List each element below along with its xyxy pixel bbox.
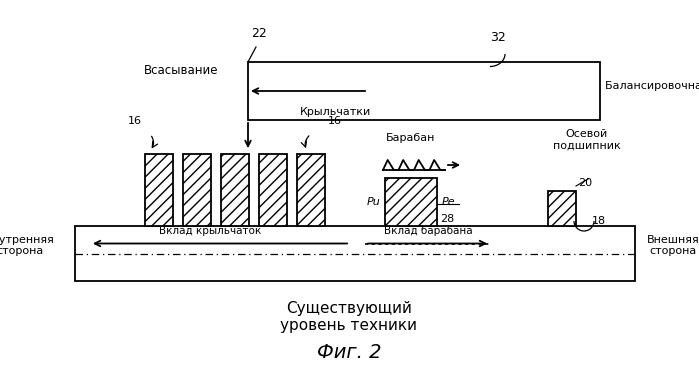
Text: Вклад барабана: Вклад барабана <box>384 225 473 235</box>
Bar <box>548 191 576 226</box>
Text: Внутренняя
сторона: Внутренняя сторона <box>0 235 55 256</box>
Text: Вклад крыльчаток: Вклад крыльчаток <box>159 225 261 235</box>
Bar <box>385 178 437 226</box>
Bar <box>145 154 173 226</box>
Text: 32: 32 <box>490 31 506 44</box>
Bar <box>75 226 635 281</box>
Bar <box>297 154 325 226</box>
Text: Фиг. 2: Фиг. 2 <box>317 342 381 362</box>
Text: Существующий
уровень техники: Существующий уровень техники <box>280 301 417 333</box>
Text: 20: 20 <box>578 178 592 188</box>
Text: Pe: Pe <box>442 197 456 207</box>
Text: Всасывание: Всасывание <box>143 65 218 77</box>
Text: Осевой
подшипник: Осевой подшипник <box>553 130 621 151</box>
Text: 18: 18 <box>592 216 606 226</box>
Text: Pu: Pu <box>366 197 380 207</box>
Bar <box>183 154 211 226</box>
Text: 28: 28 <box>440 214 454 224</box>
Text: 16: 16 <box>128 116 142 126</box>
Bar <box>221 154 249 226</box>
Text: Внешняя
сторона: Внешняя сторона <box>647 235 699 256</box>
Text: Крыльчатки: Крыльчатки <box>300 107 371 117</box>
Bar <box>248 62 600 120</box>
Text: 22: 22 <box>251 27 267 40</box>
Text: Барабан: Барабан <box>387 133 435 143</box>
Text: Балансировочная линия: Балансировочная линия <box>605 81 699 91</box>
Text: 16: 16 <box>328 116 342 126</box>
Bar <box>259 154 287 226</box>
